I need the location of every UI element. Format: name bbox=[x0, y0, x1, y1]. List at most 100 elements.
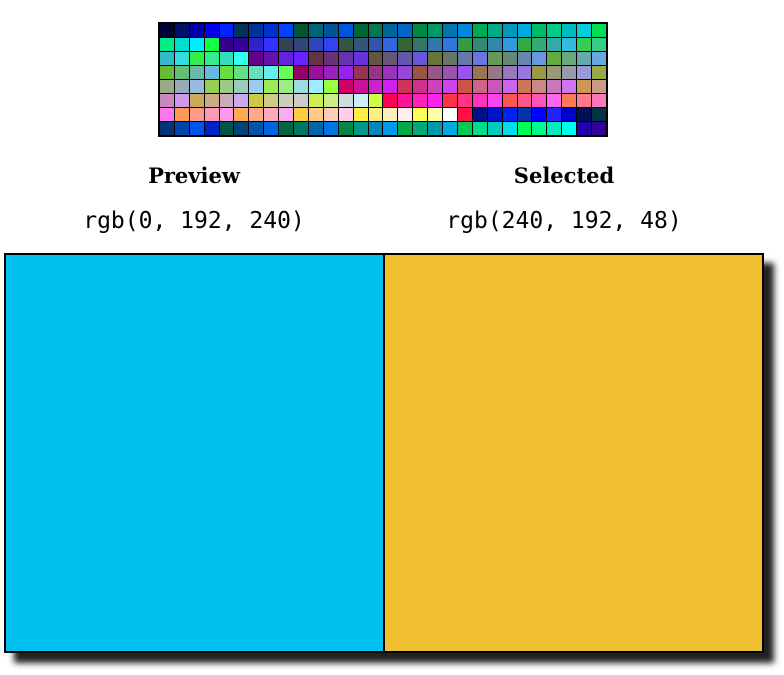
palette-swatch[interactable] bbox=[249, 66, 264, 79]
palette-swatch[interactable] bbox=[443, 94, 457, 107]
palette-swatch[interactable] bbox=[502, 66, 517, 79]
palette-swatch[interactable] bbox=[472, 66, 487, 79]
palette-swatch[interactable] bbox=[353, 38, 368, 51]
palette-swatch[interactable] bbox=[338, 108, 353, 121]
palette-swatch[interactable] bbox=[160, 94, 174, 107]
palette-swatch[interactable] bbox=[413, 94, 428, 107]
palette-swatch[interactable] bbox=[219, 66, 234, 79]
palette-swatch[interactable] bbox=[160, 52, 174, 65]
palette-swatch[interactable] bbox=[264, 80, 279, 93]
palette-swatch[interactable] bbox=[592, 80, 606, 93]
palette-swatch[interactable] bbox=[204, 94, 219, 107]
palette-swatch[interactable] bbox=[294, 66, 308, 79]
palette-swatch[interactable] bbox=[562, 24, 577, 37]
palette-swatch[interactable] bbox=[592, 52, 606, 65]
palette-swatch[interactable] bbox=[472, 24, 487, 37]
palette-swatch[interactable] bbox=[457, 66, 472, 79]
palette-swatch[interactable] bbox=[338, 38, 353, 51]
palette-swatch[interactable] bbox=[517, 80, 532, 93]
palette-swatch[interactable] bbox=[219, 108, 234, 121]
palette-swatch[interactable] bbox=[204, 122, 219, 135]
palette-swatch[interactable] bbox=[204, 108, 219, 121]
palette-swatch[interactable] bbox=[264, 52, 279, 65]
palette-swatch[interactable] bbox=[264, 38, 279, 51]
palette-swatch[interactable] bbox=[517, 108, 532, 121]
palette-swatch[interactable] bbox=[189, 24, 204, 37]
palette-swatch[interactable] bbox=[234, 38, 249, 51]
palette-swatch[interactable] bbox=[517, 66, 532, 79]
palette-swatch[interactable] bbox=[234, 80, 249, 93]
palette-swatch[interactable] bbox=[487, 52, 502, 65]
palette-swatch[interactable] bbox=[294, 108, 308, 121]
palette-swatch[interactable] bbox=[428, 108, 443, 121]
palette-swatch[interactable] bbox=[308, 38, 323, 51]
palette-swatch[interactable] bbox=[532, 66, 547, 79]
palette-swatch[interactable] bbox=[547, 94, 562, 107]
palette-swatch[interactable] bbox=[592, 108, 606, 121]
palette-swatch[interactable] bbox=[338, 52, 353, 65]
palette-swatch[interactable] bbox=[368, 66, 383, 79]
palette-swatch[interactable] bbox=[562, 38, 577, 51]
palette-swatch[interactable] bbox=[368, 24, 383, 37]
palette-swatch[interactable] bbox=[472, 80, 487, 93]
palette-swatch[interactable] bbox=[160, 80, 174, 93]
palette-swatch[interactable] bbox=[249, 38, 264, 51]
palette-swatch[interactable] bbox=[323, 52, 338, 65]
palette-swatch[interactable] bbox=[502, 52, 517, 65]
palette-swatch[interactable] bbox=[398, 38, 413, 51]
palette-swatch[interactable] bbox=[189, 94, 204, 107]
palette-swatch[interactable] bbox=[368, 80, 383, 93]
palette-swatch[interactable] bbox=[219, 52, 234, 65]
palette-swatch[interactable] bbox=[577, 52, 592, 65]
palette-swatch[interactable] bbox=[219, 38, 234, 51]
palette-swatch[interactable] bbox=[532, 94, 547, 107]
palette-swatch[interactable] bbox=[413, 52, 428, 65]
palette-swatch[interactable] bbox=[502, 108, 517, 121]
palette-swatch[interactable] bbox=[532, 80, 547, 93]
palette-swatch[interactable] bbox=[428, 52, 443, 65]
palette-swatch[interactable] bbox=[487, 94, 502, 107]
palette-swatch[interactable] bbox=[174, 66, 189, 79]
palette-swatch[interactable] bbox=[562, 122, 577, 135]
palette-swatch[interactable] bbox=[294, 94, 308, 107]
palette-swatch[interactable] bbox=[502, 80, 517, 93]
palette-swatch[interactable] bbox=[219, 122, 234, 135]
palette-swatch[interactable] bbox=[413, 122, 428, 135]
palette-swatch[interactable] bbox=[308, 122, 323, 135]
palette-swatch[interactable] bbox=[487, 108, 502, 121]
palette-swatch[interactable] bbox=[457, 38, 472, 51]
palette-swatch[interactable] bbox=[160, 24, 174, 37]
palette-swatch[interactable] bbox=[443, 80, 457, 93]
palette-swatch[interactable] bbox=[323, 122, 338, 135]
palette-swatch[interactable] bbox=[279, 108, 294, 121]
palette-swatch[interactable] bbox=[443, 52, 457, 65]
palette-swatch[interactable] bbox=[353, 122, 368, 135]
palette-swatch[interactable] bbox=[160, 66, 174, 79]
palette-swatch[interactable] bbox=[174, 108, 189, 121]
palette-swatch[interactable] bbox=[279, 52, 294, 65]
palette-swatch[interactable] bbox=[279, 94, 294, 107]
palette-swatch[interactable] bbox=[383, 66, 398, 79]
palette-swatch[interactable] bbox=[338, 80, 353, 93]
palette-swatch[interactable] bbox=[264, 108, 279, 121]
palette-swatch[interactable] bbox=[279, 24, 294, 37]
palette-swatch[interactable] bbox=[353, 24, 368, 37]
palette-swatch[interactable] bbox=[219, 94, 234, 107]
palette-swatch[interactable] bbox=[174, 38, 189, 51]
palette-swatch[interactable] bbox=[323, 80, 338, 93]
palette-swatch[interactable] bbox=[562, 66, 577, 79]
palette-swatch[interactable] bbox=[457, 108, 472, 121]
palette-swatch[interactable] bbox=[234, 108, 249, 121]
palette-swatch[interactable] bbox=[174, 122, 189, 135]
palette-swatch[interactable] bbox=[502, 24, 517, 37]
palette-swatch[interactable] bbox=[443, 108, 457, 121]
palette-swatch[interactable] bbox=[428, 80, 443, 93]
palette-swatch[interactable] bbox=[368, 122, 383, 135]
palette-swatch[interactable] bbox=[249, 80, 264, 93]
palette-swatch[interactable] bbox=[502, 122, 517, 135]
palette-swatch[interactable] bbox=[353, 66, 368, 79]
palette-swatch[interactable] bbox=[308, 66, 323, 79]
palette-swatch[interactable] bbox=[368, 52, 383, 65]
palette-swatch[interactable] bbox=[249, 122, 264, 135]
palette-swatch[interactable] bbox=[338, 122, 353, 135]
